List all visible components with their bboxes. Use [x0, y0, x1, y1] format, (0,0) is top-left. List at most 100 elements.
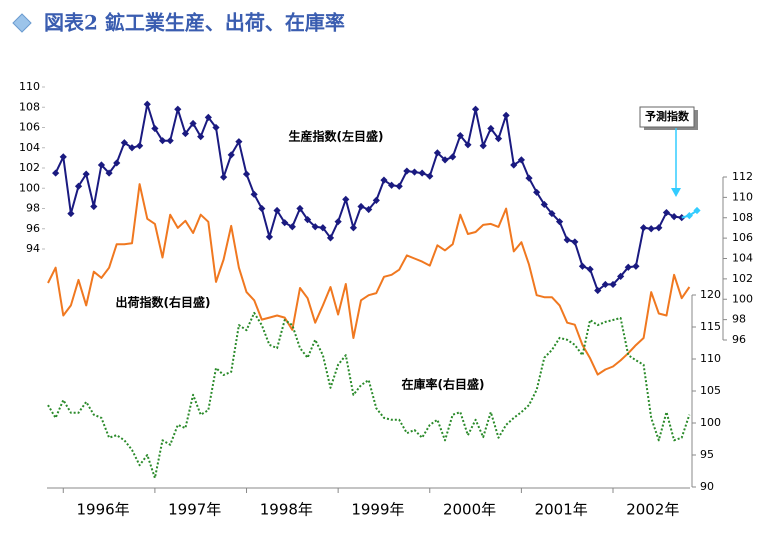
point: [365, 205, 373, 214]
point: [510, 161, 518, 169]
point: [571, 238, 579, 246]
point: [281, 219, 289, 227]
point: [449, 153, 457, 161]
point: [128, 144, 136, 152]
x-tick-label: 2002年: [626, 501, 679, 519]
y3-tick-label: 105: [700, 384, 721, 397]
forecast-callout: 予測指数: [639, 106, 698, 197]
point: [494, 135, 503, 143]
inventory-label: 在庫率(右目盛): [402, 377, 485, 392]
point: [136, 142, 144, 150]
y3-tick-label: 100: [700, 416, 721, 429]
callout-box: [639, 106, 695, 128]
y2-tick-label: 100: [732, 292, 753, 305]
y-tick-label: 100: [19, 181, 40, 194]
point: [212, 123, 220, 132]
point: [426, 172, 434, 180]
point: [403, 167, 411, 175]
point: [555, 218, 564, 226]
point: [189, 119, 197, 128]
point: [158, 137, 167, 145]
point: [242, 170, 251, 178]
point: [540, 200, 548, 209]
chart-title: 図表2 鉱工業生産、出荷、在庫率: [44, 11, 345, 35]
forecast-connector: [681, 214, 690, 219]
y3-tick-label: 120: [700, 288, 721, 301]
point: [479, 142, 487, 150]
point: [533, 188, 541, 196]
y3-tick-label: 95: [700, 448, 714, 461]
point: [624, 263, 632, 271]
y3-tick-label: 110: [700, 352, 721, 365]
point: [174, 105, 182, 113]
point: [82, 170, 90, 178]
y-tick-label: 106: [19, 121, 40, 134]
y2-tick-label: 96: [732, 333, 746, 346]
point: [273, 206, 281, 215]
y2-tick-label: 104: [732, 252, 753, 265]
point: [578, 262, 587, 270]
point: [67, 209, 75, 218]
point: [609, 280, 617, 289]
x-tick-label: 2001年: [535, 501, 588, 519]
plot: [47, 100, 701, 479]
point: [90, 202, 98, 211]
point: [670, 213, 678, 221]
point: [311, 223, 319, 231]
point: [456, 132, 464, 140]
point: [357, 202, 365, 211]
point: [342, 195, 350, 203]
point: [166, 137, 174, 145]
point: [288, 223, 296, 231]
point: [525, 174, 533, 182]
point: [59, 153, 67, 161]
y-tick-label: 94: [26, 242, 40, 255]
point: [632, 262, 640, 270]
point: [52, 169, 60, 177]
y-tick-label: 110: [19, 80, 40, 93]
point: [304, 216, 312, 224]
series-line: [47, 311, 691, 479]
y2-tick-label: 98: [732, 313, 746, 326]
point: [502, 111, 510, 119]
y2-tick-label: 110: [732, 190, 753, 203]
point: [372, 196, 380, 204]
point: [334, 218, 342, 226]
point: [151, 124, 159, 133]
y2-tick-label: 108: [732, 211, 753, 224]
point: [326, 234, 335, 242]
point: [685, 211, 693, 220]
y-tick-label: 108: [19, 100, 40, 113]
shipment-label: 出荷指数(右目盛): [116, 295, 211, 310]
point: [113, 159, 121, 167]
point: [487, 124, 495, 133]
point: [349, 224, 358, 232]
point: [471, 105, 480, 113]
point: [433, 149, 441, 157]
point: [380, 176, 388, 184]
point: [197, 133, 205, 141]
point: [387, 181, 396, 189]
forecast-label: 予測指数: [645, 109, 690, 123]
point: [250, 190, 258, 198]
y2-tick-label: 106: [732, 231, 753, 244]
x-tick-label: 2000年: [443, 501, 496, 519]
x-tick-label: 1997年: [168, 501, 221, 519]
point: [143, 100, 151, 108]
point: [563, 236, 571, 244]
point: [105, 169, 113, 177]
point: [594, 286, 602, 295]
callout-arrowhead: [671, 188, 681, 197]
point: [181, 129, 190, 138]
title-icon: [12, 13, 32, 33]
point: [441, 156, 449, 164]
y-tick-label: 98: [26, 202, 40, 215]
point: [693, 206, 701, 215]
point: [548, 209, 556, 218]
y-tick-label: 104: [19, 141, 40, 154]
point: [517, 156, 525, 164]
point: [319, 224, 327, 232]
y-tick-label: 102: [19, 161, 40, 174]
point: [265, 233, 274, 241]
